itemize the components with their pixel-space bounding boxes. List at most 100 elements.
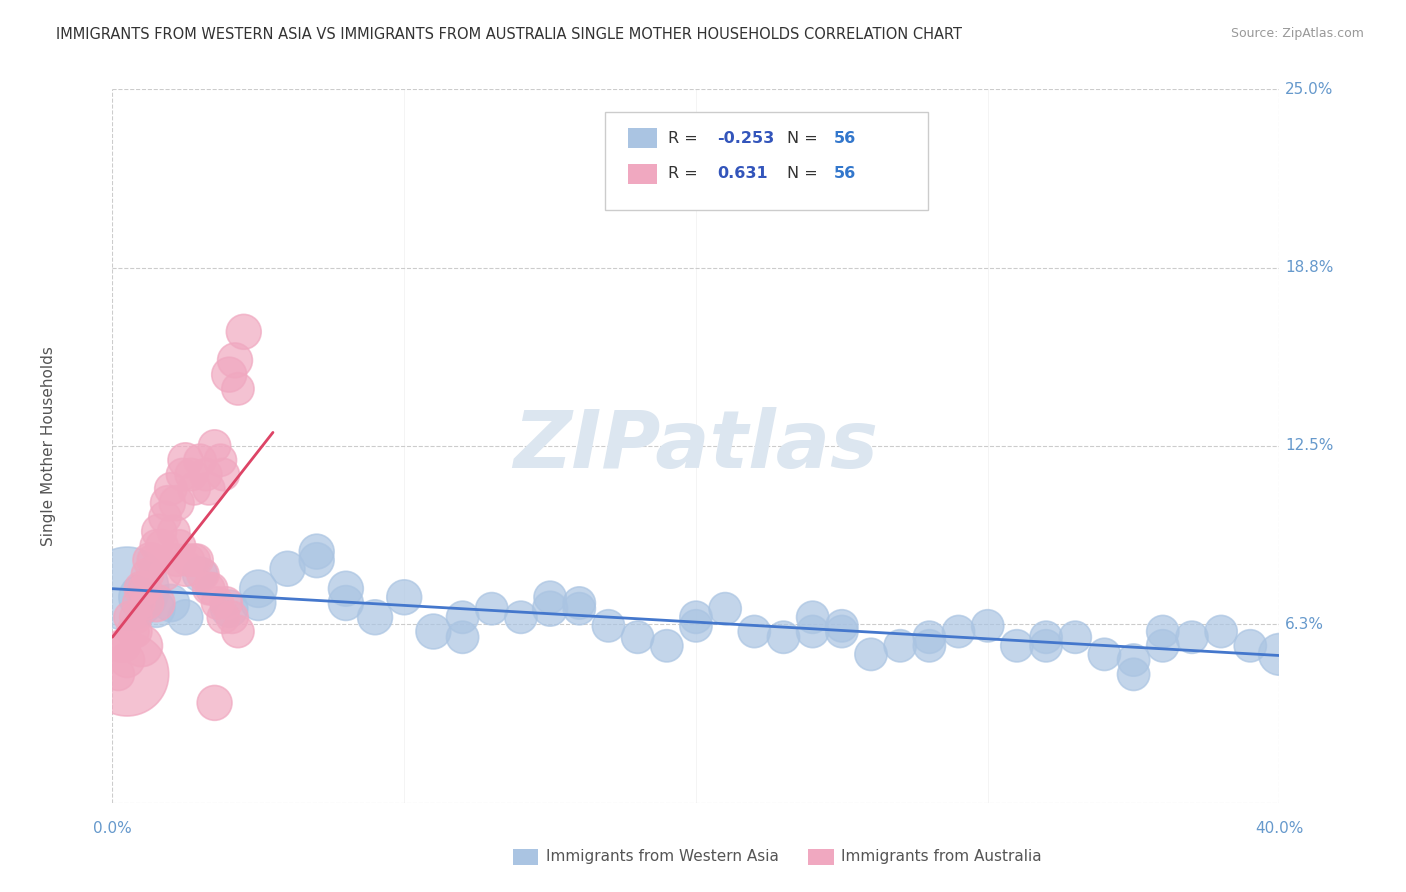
Point xyxy=(125,624,148,639)
Point xyxy=(163,524,186,539)
Point xyxy=(742,624,765,639)
Point xyxy=(134,582,156,596)
Point xyxy=(801,610,824,624)
Point xyxy=(224,353,246,368)
Point xyxy=(226,624,249,639)
Point xyxy=(394,591,416,605)
Point xyxy=(422,624,444,639)
Point xyxy=(481,601,503,615)
Point xyxy=(136,567,159,582)
Point xyxy=(150,539,173,553)
Point xyxy=(1152,639,1174,653)
Point xyxy=(276,562,298,576)
Point xyxy=(247,582,270,596)
Text: 0.631: 0.631 xyxy=(717,167,768,181)
Point xyxy=(1064,630,1087,644)
Point xyxy=(166,553,188,567)
Point xyxy=(110,639,132,653)
Point xyxy=(1152,624,1174,639)
Point xyxy=(115,653,138,667)
Point xyxy=(172,467,194,482)
Point xyxy=(142,553,165,567)
Point xyxy=(226,382,249,396)
Point xyxy=(364,610,387,624)
Text: Immigrants from Western Asia: Immigrants from Western Asia xyxy=(546,849,779,863)
Point xyxy=(139,553,162,567)
Point xyxy=(204,439,226,453)
Text: R =: R = xyxy=(668,131,703,145)
Point xyxy=(156,496,179,510)
Point xyxy=(180,467,202,482)
Point xyxy=(118,610,141,624)
Text: 40.0%: 40.0% xyxy=(1256,821,1303,836)
Point xyxy=(948,624,970,639)
Point xyxy=(1181,630,1204,644)
Point xyxy=(197,482,219,496)
Point xyxy=(1094,648,1116,662)
Point xyxy=(831,624,853,639)
Point xyxy=(122,624,145,639)
Text: 25.0%: 25.0% xyxy=(1285,82,1334,96)
Point xyxy=(194,467,217,482)
Point xyxy=(112,639,135,653)
Point xyxy=(451,630,474,644)
Point xyxy=(174,610,197,624)
Point xyxy=(148,524,170,539)
Point xyxy=(627,630,650,644)
Point xyxy=(335,596,357,610)
Point xyxy=(714,601,737,615)
Point xyxy=(145,601,167,615)
Point xyxy=(538,591,561,605)
Point xyxy=(976,619,998,633)
Point xyxy=(183,553,205,567)
Point xyxy=(1122,653,1144,667)
Text: 56: 56 xyxy=(834,131,856,145)
Point xyxy=(1268,648,1291,662)
Point xyxy=(1035,639,1057,653)
Point xyxy=(212,467,235,482)
Text: 0.0%: 0.0% xyxy=(93,821,132,836)
Point xyxy=(215,596,238,610)
Text: N =: N = xyxy=(787,167,824,181)
Point xyxy=(153,567,176,582)
Point xyxy=(685,619,707,633)
Point xyxy=(1005,639,1028,653)
Point xyxy=(174,562,197,576)
Point xyxy=(131,639,153,653)
Point xyxy=(174,453,197,467)
Point xyxy=(305,544,328,558)
Point xyxy=(136,596,159,610)
Point xyxy=(918,630,941,644)
Point xyxy=(1209,624,1232,639)
Point xyxy=(772,630,794,644)
Text: 56: 56 xyxy=(834,167,856,181)
Point xyxy=(568,596,591,610)
Point xyxy=(218,368,240,382)
Point xyxy=(335,582,357,596)
Point xyxy=(831,619,853,633)
Text: Immigrants from Australia: Immigrants from Australia xyxy=(841,849,1042,863)
Point xyxy=(188,453,211,467)
Text: 6.3%: 6.3% xyxy=(1285,617,1324,632)
Point xyxy=(115,582,138,596)
Point xyxy=(305,553,328,567)
Point xyxy=(160,482,183,496)
Point xyxy=(1035,630,1057,644)
Point xyxy=(598,619,620,633)
Point xyxy=(451,610,474,624)
Point xyxy=(107,667,129,681)
Point xyxy=(207,596,229,610)
Point xyxy=(918,639,941,653)
Point xyxy=(685,610,707,624)
Point xyxy=(538,601,561,615)
Text: Source: ZipAtlas.com: Source: ZipAtlas.com xyxy=(1230,27,1364,40)
Point xyxy=(160,596,183,610)
Point xyxy=(201,582,224,596)
Point xyxy=(509,610,531,624)
Text: N =: N = xyxy=(787,131,824,145)
Point xyxy=(568,601,591,615)
Text: 12.5%: 12.5% xyxy=(1285,439,1334,453)
Point xyxy=(188,567,211,582)
Point xyxy=(145,596,167,610)
Point xyxy=(131,591,153,605)
